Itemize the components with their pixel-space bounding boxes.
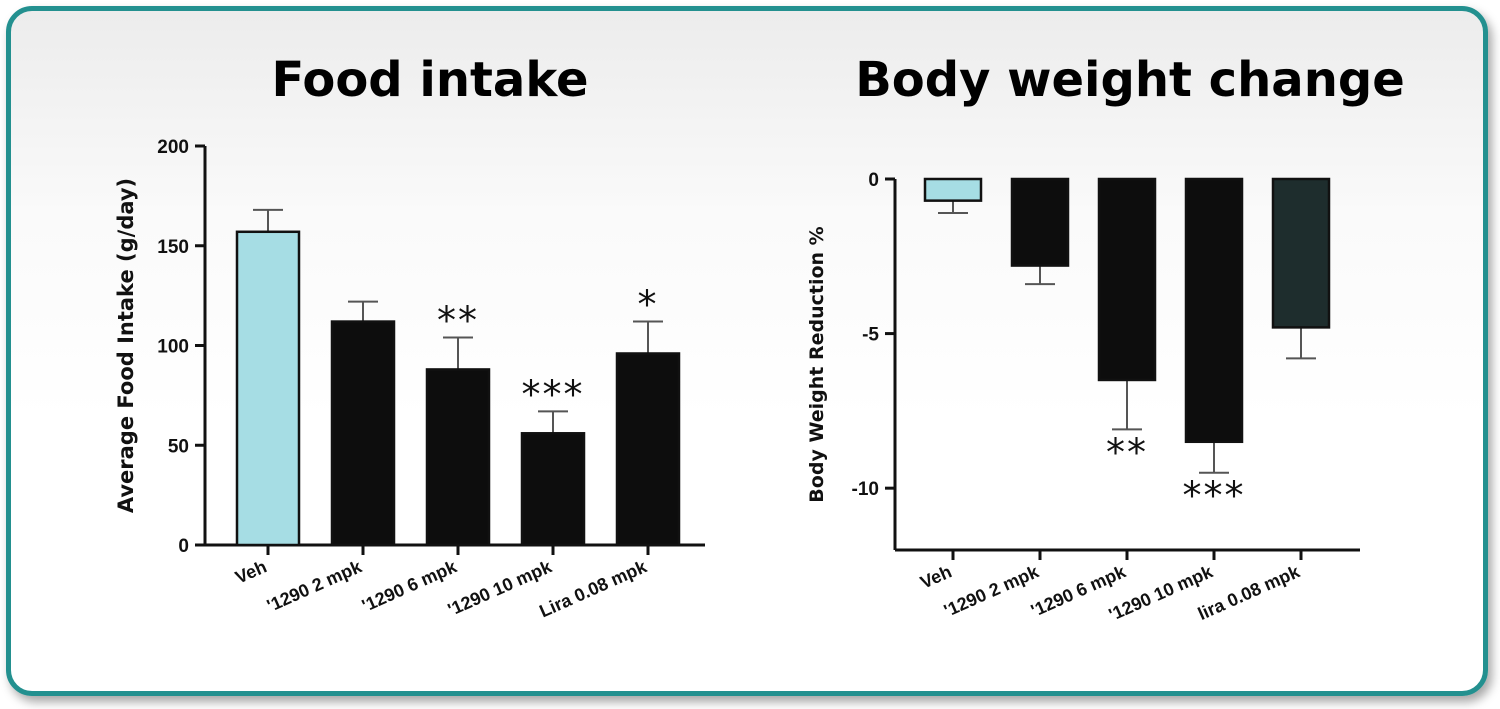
bar <box>1271 177 1331 329</box>
y-tick-label: -10 <box>852 479 879 500</box>
bar <box>1184 177 1244 444</box>
y-tick-label: 50 <box>168 436 189 457</box>
bar <box>1010 177 1070 267</box>
bar <box>1097 177 1157 382</box>
significance-label: * <box>638 283 659 327</box>
x-tick-label: Veh <box>917 561 954 592</box>
y-tick-label: 100 <box>157 337 189 358</box>
bar <box>923 177 983 202</box>
significance-label: *** <box>1183 474 1246 518</box>
x-tick-label: '1290 2 mpk <box>941 561 1043 621</box>
bar <box>520 432 586 547</box>
significance-label: ** <box>1106 430 1148 474</box>
y-axis-title: Body Weight Reduction % <box>806 226 828 502</box>
y-tick-label: 0 <box>868 170 879 191</box>
bar <box>425 368 491 547</box>
bar <box>615 352 681 547</box>
y-tick-label: -5 <box>862 325 879 346</box>
body-weight-title: Body weight change <box>855 52 1405 108</box>
food-intake-title: Food intake <box>271 52 589 108</box>
y-tick-label: 200 <box>157 137 189 158</box>
y-tick-label: 150 <box>157 237 189 258</box>
bar <box>330 320 396 547</box>
y-axis-title: Average Food Intake (g/day) <box>114 178 138 513</box>
y-tick-label: 0 <box>178 536 189 557</box>
significance-label: ** <box>437 299 479 343</box>
significance-label: *** <box>522 372 585 416</box>
